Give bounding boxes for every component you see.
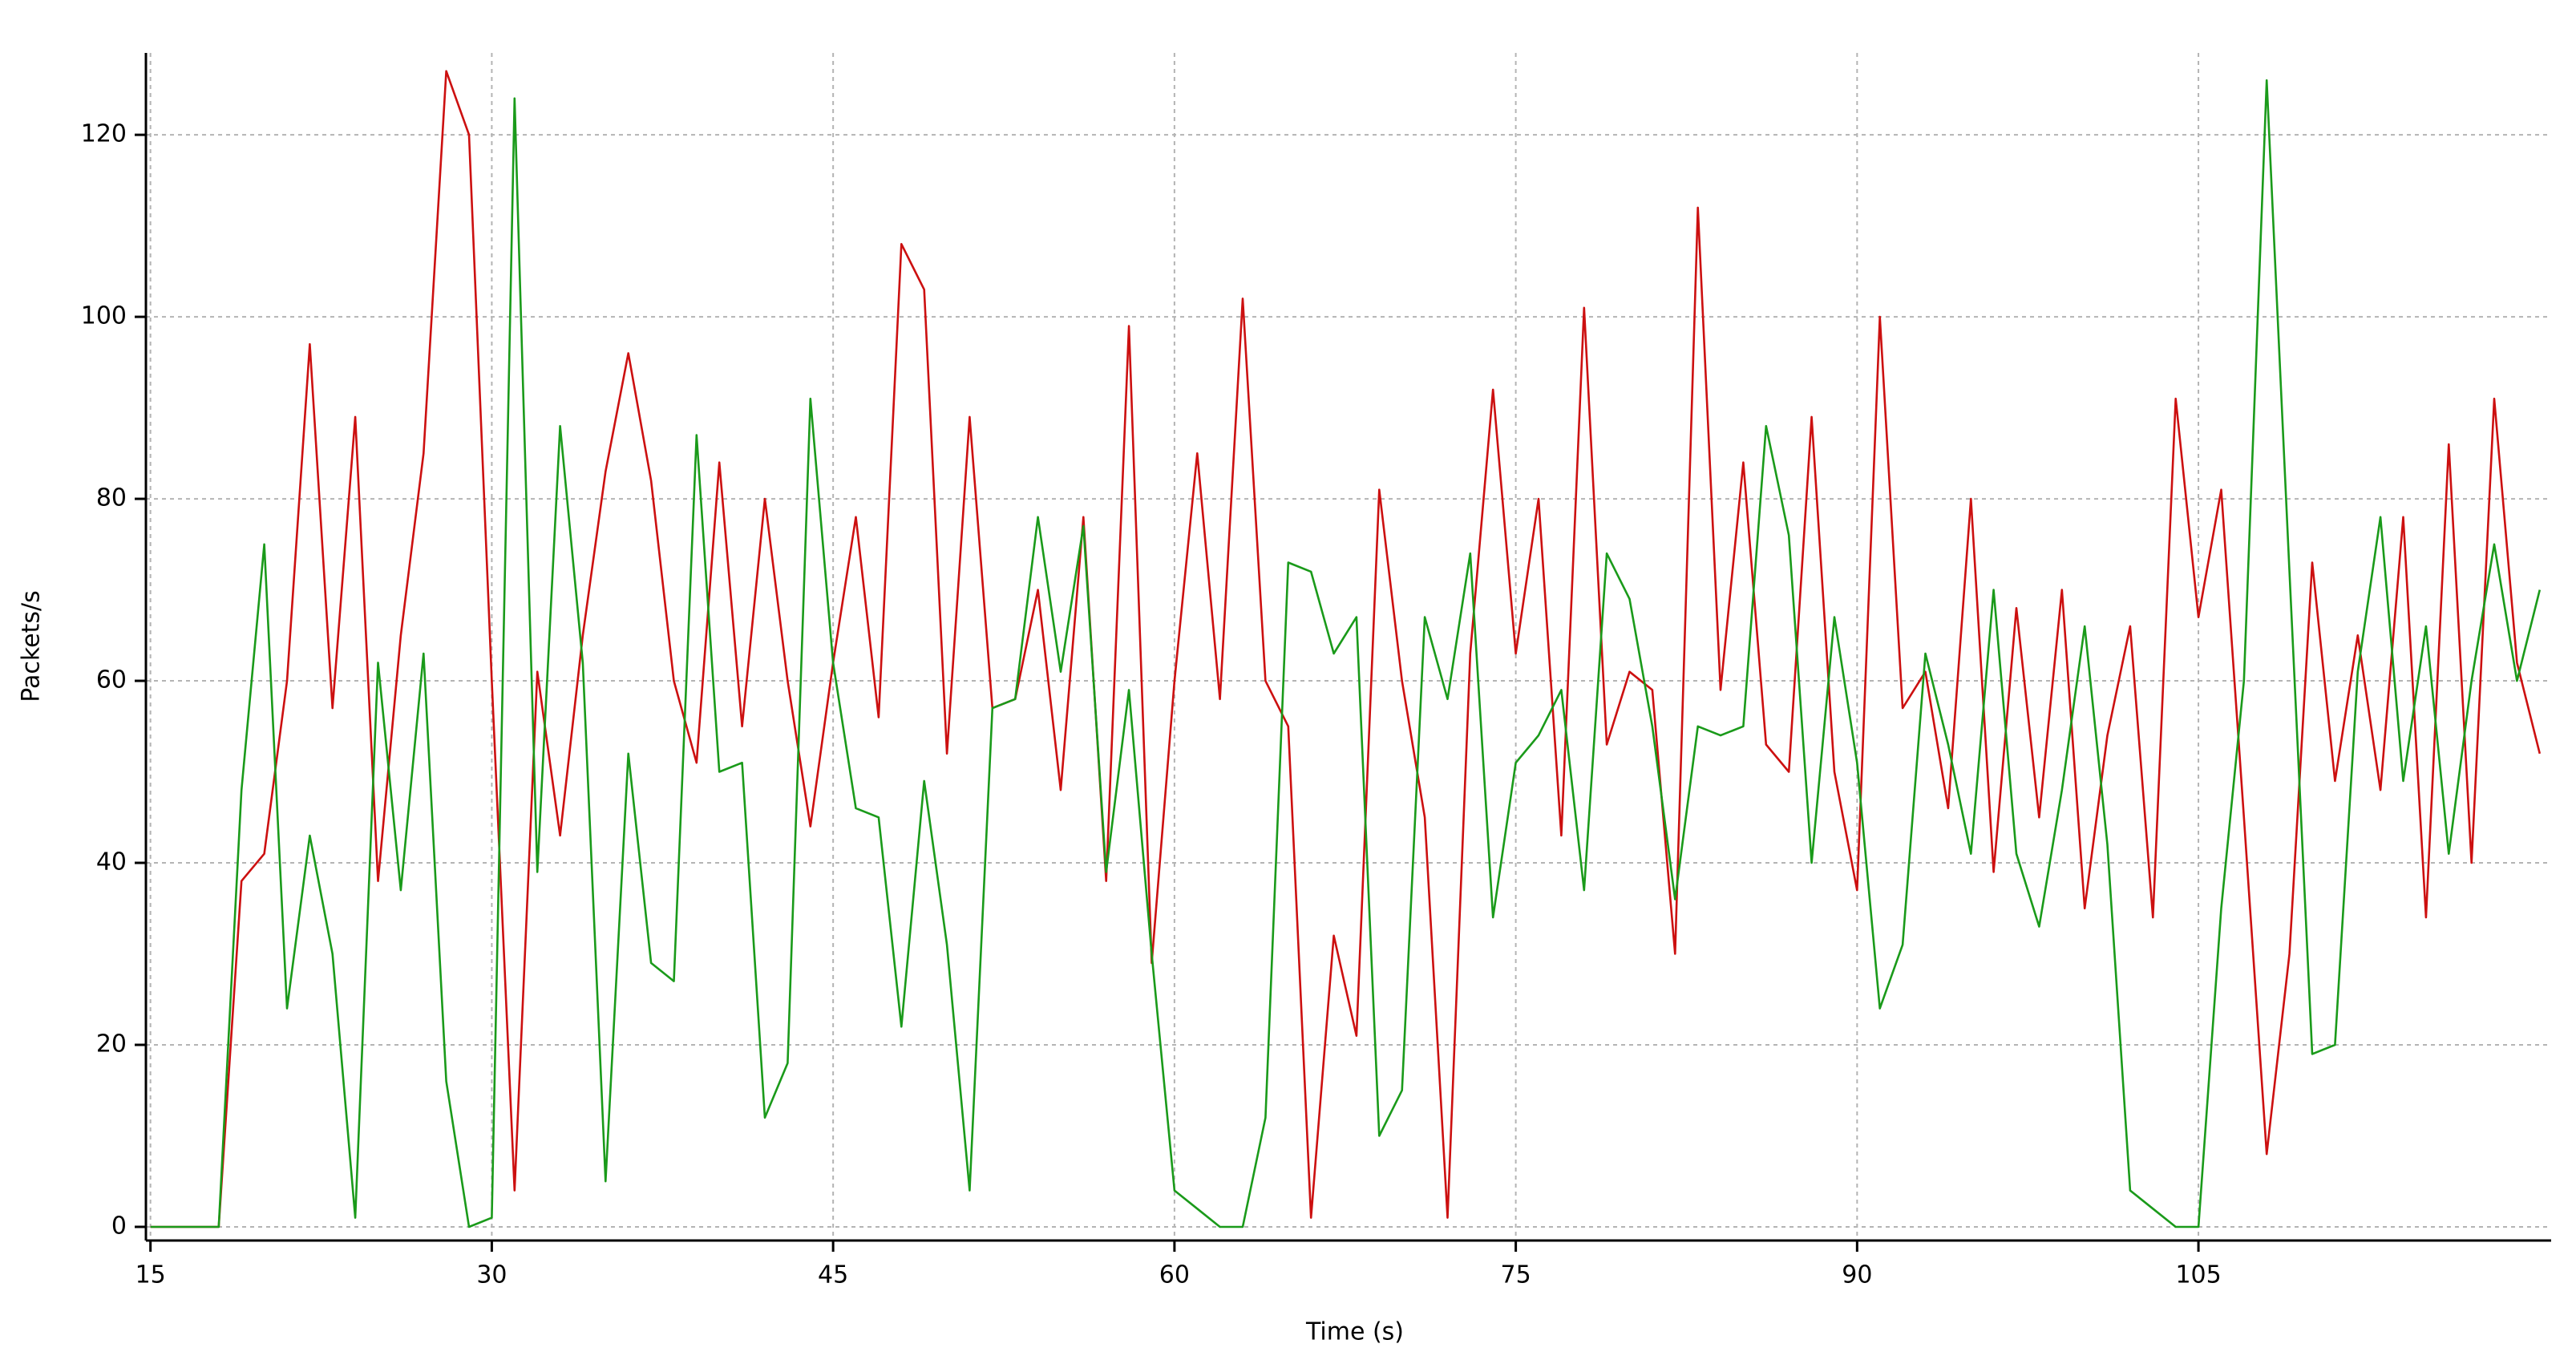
x-axis-label: Time (s) bbox=[1305, 1318, 1404, 1346]
y-tick-label: 0 bbox=[111, 1212, 127, 1240]
y-tick-label: 80 bbox=[96, 484, 127, 512]
y-tick-label: 20 bbox=[96, 1030, 127, 1058]
x-tick-label: 90 bbox=[1842, 1261, 1872, 1289]
y-tick-label: 100 bbox=[81, 302, 127, 330]
series-line bbox=[150, 70, 2542, 1228]
y-tick-label: 40 bbox=[96, 848, 127, 876]
x-tick-label: 105 bbox=[2175, 1261, 2221, 1289]
series-line bbox=[150, 79, 2542, 1228]
x-tick-label: 15 bbox=[135, 1261, 166, 1289]
x-tick-label: 45 bbox=[818, 1261, 848, 1289]
x-tick-label: 30 bbox=[476, 1261, 507, 1289]
y-tick-label: 60 bbox=[96, 666, 127, 694]
x-tick-label: 75 bbox=[1501, 1261, 1531, 1289]
y-tick-label: 120 bbox=[81, 120, 127, 148]
y-axis-label: Packets/s bbox=[18, 590, 46, 702]
x-tick-label: 60 bbox=[1159, 1261, 1190, 1289]
